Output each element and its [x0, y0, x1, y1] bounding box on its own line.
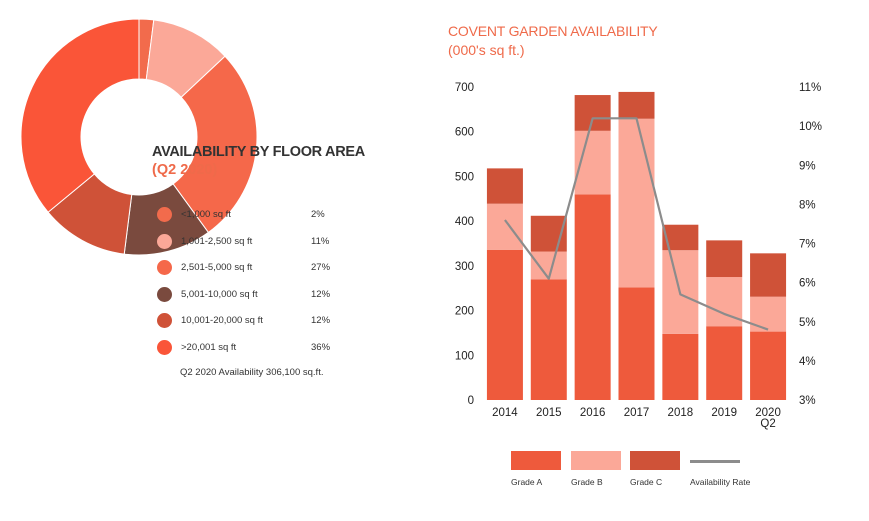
x-tick-label: Q2	[760, 418, 775, 430]
legend-label: 2,501-5,000 sq ft	[181, 262, 253, 273]
legend-swatch	[630, 451, 680, 470]
bar-segment	[706, 240, 743, 278]
bar-segment	[486, 168, 523, 204]
legend-label: 1,001-2,500 sq ft	[181, 236, 253, 247]
donut-legend-item: >20,001 sq ft 36%	[157, 339, 357, 357]
legend-dot	[157, 207, 172, 222]
legend-dot	[157, 287, 172, 302]
legend-percent: 12%	[311, 289, 331, 300]
legend-percent: 27%	[311, 262, 331, 273]
x-tick-label: 2019	[711, 407, 737, 419]
bar-segment	[486, 249, 523, 400]
y2-tick-label: 5%	[799, 317, 816, 329]
y-tick-label: 600	[455, 127, 474, 139]
bar-segment	[618, 287, 655, 400]
y2-tick-label: 11%	[799, 82, 821, 94]
bar-segment	[530, 279, 567, 400]
legend-label: 5,001-10,000 sq ft	[181, 289, 258, 300]
y-tick-label: 700	[455, 82, 474, 94]
legend-label: Grade C	[630, 477, 663, 487]
y2-tick-label: 10%	[799, 121, 822, 133]
bar-segment	[574, 194, 611, 400]
x-tick-label: 2018	[668, 407, 694, 419]
donut-title: AVAILABILITY BY FLOOR AREA	[152, 144, 365, 160]
y-tick-label: 300	[455, 261, 474, 273]
legend-label: Grade B	[571, 477, 603, 487]
donut-legend-item: 2,501-5,000 sq ft 27%	[157, 259, 357, 277]
x-tick-label: 2014	[492, 407, 518, 419]
y2-tick-label: 4%	[799, 356, 816, 368]
bar-segment	[618, 118, 655, 288]
x-tick-label: 2017	[624, 407, 650, 419]
legend-label: Availability Rate	[690, 477, 751, 487]
y-tick-label: 0	[468, 395, 474, 407]
y-tick-label: 400	[455, 216, 474, 228]
legend-percent: 12%	[311, 315, 331, 326]
availability-rate-line	[504, 117, 769, 331]
x-tick-label: 2016	[580, 407, 606, 419]
bar-segment	[486, 203, 523, 250]
y2-tick-label: 6%	[799, 278, 816, 290]
y2-tick-label: 7%	[799, 239, 816, 251]
bar-chart-subtitle: (000's sq ft.)	[448, 42, 525, 58]
bar-segment	[662, 333, 699, 400]
legend-label: Grade A	[511, 477, 543, 487]
legend-label: >20,001 sq ft	[181, 342, 237, 353]
y2-tick-label: 8%	[799, 199, 816, 211]
y2-tick-label: 9%	[799, 160, 816, 172]
bar-chart: 0 100 200 300 400 500 600 700 3% 4% 5% 6% 7% 8% 9% 10% 1…	[455, 82, 822, 430]
y2-tick-label: 3%	[799, 395, 816, 407]
donut-slice	[20, 18, 140, 213]
donut-chart	[20, 18, 258, 256]
legend-label: <1,000 sq ft	[181, 209, 231, 220]
legend-percent: 11%	[311, 236, 330, 247]
legend-dot	[157, 313, 172, 328]
legend-dot	[157, 340, 172, 355]
legend-percent: 2%	[311, 209, 325, 220]
donut-slice	[172, 55, 258, 234]
y-tick-label: 100	[455, 350, 474, 362]
legend-dot	[157, 234, 172, 249]
legend-line	[690, 460, 740, 463]
legend-label: 10,001-20,000 sq ft	[181, 315, 263, 326]
x-tick-label: 2015	[536, 407, 562, 419]
availability-total-note: Q2 2020 Availability 306,100 sq.ft.	[180, 367, 324, 378]
y-tick-label: 500	[455, 171, 474, 183]
donut-legend-item: 1,001-2,500 sq ft 11%	[157, 233, 357, 251]
bar-segment	[750, 331, 787, 400]
bar-segment	[706, 326, 743, 400]
legend-swatch	[571, 451, 621, 470]
legend-swatch	[511, 451, 561, 470]
legend-percent: 36%	[311, 342, 331, 353]
bar-segment	[750, 253, 787, 297]
x-tick-label: 2020	[755, 407, 781, 419]
donut-subtitle: (Q2 2020)	[152, 162, 218, 178]
donut-legend-item: <1,000 sq ft 2%	[157, 206, 357, 224]
donut-legend-item: 5,001-10,000 sq ft 12%	[157, 286, 357, 304]
donut-legend-item: 10,001-20,000 sq ft 12%	[157, 312, 357, 330]
y-tick-label: 200	[455, 306, 474, 318]
bar-segment	[574, 95, 611, 131]
bar-chart-title: COVENT GARDEN AVAILABILITY	[448, 23, 658, 39]
legend-dot	[157, 260, 172, 275]
bar-segment	[750, 296, 787, 332]
bar-segment	[618, 91, 655, 119]
